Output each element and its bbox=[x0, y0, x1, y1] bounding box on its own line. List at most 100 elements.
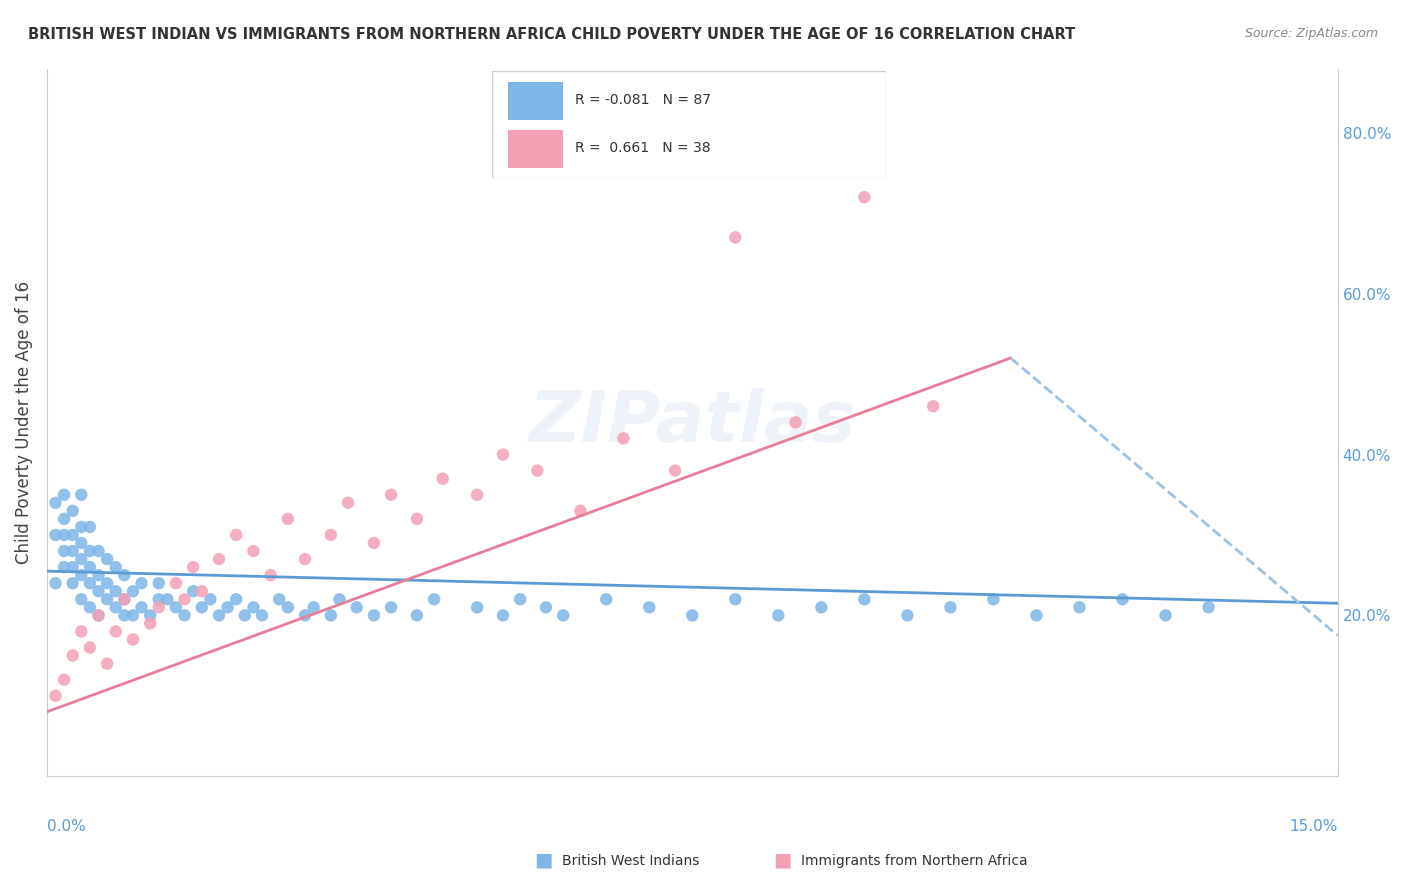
Point bbox=[853, 190, 876, 204]
Point bbox=[139, 608, 162, 623]
Point bbox=[53, 512, 76, 526]
Point bbox=[423, 592, 446, 607]
Point bbox=[277, 600, 299, 615]
Point bbox=[526, 464, 548, 478]
Point bbox=[509, 592, 531, 607]
Point bbox=[269, 592, 291, 607]
Point bbox=[181, 584, 204, 599]
Point bbox=[79, 520, 101, 534]
Point bbox=[1111, 592, 1133, 607]
Point bbox=[896, 608, 918, 623]
Point bbox=[148, 576, 170, 591]
Point bbox=[131, 576, 153, 591]
Point bbox=[492, 448, 515, 462]
Point bbox=[939, 600, 962, 615]
Point bbox=[465, 488, 488, 502]
Point bbox=[87, 608, 110, 623]
Point bbox=[553, 608, 575, 623]
Point bbox=[79, 560, 101, 574]
Point bbox=[79, 544, 101, 558]
Point bbox=[406, 512, 429, 526]
Point bbox=[664, 464, 686, 478]
Point bbox=[104, 624, 127, 639]
Point bbox=[70, 592, 93, 607]
FancyBboxPatch shape bbox=[508, 130, 562, 168]
Point bbox=[87, 584, 110, 599]
Point bbox=[104, 600, 127, 615]
Point bbox=[363, 536, 385, 550]
Point bbox=[104, 584, 127, 599]
Point bbox=[87, 608, 110, 623]
Point bbox=[173, 608, 195, 623]
Point bbox=[148, 600, 170, 615]
Text: British West Indians: British West Indians bbox=[562, 855, 700, 868]
Text: ■: ■ bbox=[773, 850, 792, 869]
Point bbox=[724, 592, 747, 607]
Point bbox=[983, 592, 1005, 607]
Point bbox=[432, 472, 454, 486]
Point bbox=[922, 399, 945, 413]
Point bbox=[319, 528, 342, 542]
Point bbox=[200, 592, 222, 607]
Point bbox=[96, 576, 118, 591]
Text: BRITISH WEST INDIAN VS IMMIGRANTS FROM NORTHERN AFRICA CHILD POVERTY UNDER THE A: BRITISH WEST INDIAN VS IMMIGRANTS FROM N… bbox=[28, 27, 1076, 42]
Point bbox=[87, 568, 110, 582]
Point bbox=[277, 512, 299, 526]
Point bbox=[79, 600, 101, 615]
Point bbox=[302, 600, 325, 615]
Point bbox=[612, 432, 634, 446]
Point bbox=[294, 552, 316, 566]
Point bbox=[328, 592, 350, 607]
FancyBboxPatch shape bbox=[508, 82, 562, 120]
Point bbox=[44, 528, 66, 542]
Point bbox=[112, 608, 135, 623]
Point bbox=[96, 592, 118, 607]
Point bbox=[724, 230, 747, 244]
Point bbox=[62, 528, 84, 542]
Point bbox=[785, 415, 807, 429]
Point bbox=[156, 592, 179, 607]
Point bbox=[148, 592, 170, 607]
Point bbox=[595, 592, 617, 607]
Point bbox=[62, 560, 84, 574]
Point bbox=[294, 608, 316, 623]
Point bbox=[165, 576, 187, 591]
Point bbox=[225, 528, 247, 542]
Point bbox=[233, 608, 256, 623]
Point bbox=[346, 600, 368, 615]
Point bbox=[112, 568, 135, 582]
Point bbox=[217, 600, 239, 615]
Point bbox=[44, 576, 66, 591]
Point bbox=[250, 608, 273, 623]
Point bbox=[122, 632, 145, 647]
Point bbox=[337, 496, 360, 510]
Point bbox=[62, 648, 84, 663]
Point bbox=[44, 689, 66, 703]
Point bbox=[181, 560, 204, 574]
Point bbox=[70, 520, 93, 534]
FancyBboxPatch shape bbox=[492, 71, 886, 178]
Point bbox=[208, 552, 231, 566]
Point bbox=[1154, 608, 1177, 623]
Point bbox=[465, 600, 488, 615]
Point bbox=[406, 608, 429, 623]
Point bbox=[380, 488, 402, 502]
Point bbox=[131, 600, 153, 615]
Point bbox=[242, 544, 264, 558]
Point bbox=[70, 624, 93, 639]
Text: 0.0%: 0.0% bbox=[46, 819, 86, 834]
Point bbox=[165, 600, 187, 615]
Text: ZIPatlas: ZIPatlas bbox=[529, 388, 856, 457]
Point bbox=[112, 592, 135, 607]
Point bbox=[242, 600, 264, 615]
Point bbox=[79, 640, 101, 655]
Text: ■: ■ bbox=[534, 850, 553, 869]
Point bbox=[534, 600, 557, 615]
Point bbox=[53, 560, 76, 574]
Point bbox=[96, 552, 118, 566]
Point bbox=[70, 488, 93, 502]
Point bbox=[139, 616, 162, 631]
Point bbox=[62, 576, 84, 591]
Text: Immigrants from Northern Africa: Immigrants from Northern Africa bbox=[801, 855, 1028, 868]
Point bbox=[112, 592, 135, 607]
